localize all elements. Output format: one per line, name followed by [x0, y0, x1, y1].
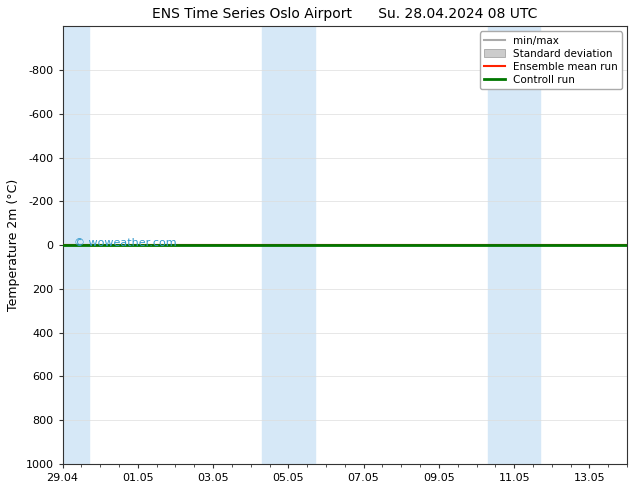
Bar	[63, 26, 89, 464]
Title: ENS Time Series Oslo Airport      Su. 28.04.2024 08 UTC: ENS Time Series Oslo Airport Su. 28.04.2…	[152, 7, 538, 21]
Bar	[262, 26, 314, 464]
Legend: min/max, Standard deviation, Ensemble mean run, Controll run: min/max, Standard deviation, Ensemble me…	[479, 31, 622, 89]
Text: © woweather.com: © woweather.com	[74, 238, 176, 248]
Bar	[488, 26, 541, 464]
Y-axis label: Temperature 2m (°C): Temperature 2m (°C)	[7, 179, 20, 311]
